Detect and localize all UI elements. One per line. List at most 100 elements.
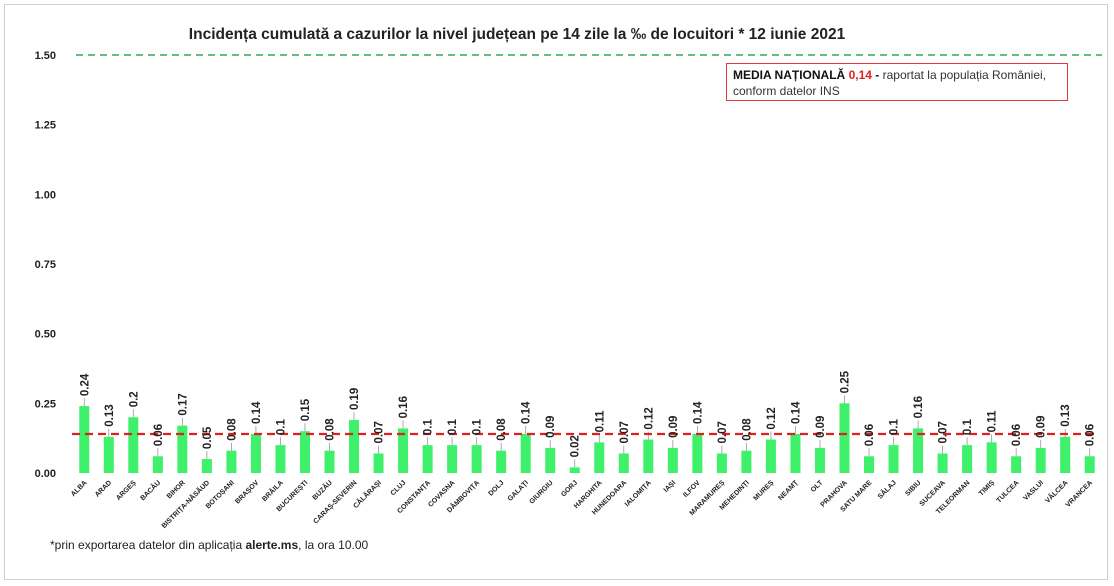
bar [937, 453, 948, 473]
y-tick-label: 1.25 [35, 120, 56, 132]
data-label: 0.1 [423, 419, 435, 436]
bars [79, 395, 1095, 473]
x-tick-label: VRANCEA [1065, 479, 1094, 508]
y-tick-label: 1.50 [35, 50, 56, 62]
bar [177, 425, 188, 473]
data-label: 0.06 [864, 424, 876, 446]
data-label: 0.1 [962, 419, 974, 436]
bar [814, 447, 825, 473]
data-label: 0.07 [938, 421, 950, 443]
bar [888, 445, 899, 473]
x-tick-label: SIBIU [904, 479, 922, 497]
bar [864, 456, 875, 473]
note-text-2: conform datelor INS [733, 84, 840, 98]
data-label: 0.12 [766, 407, 778, 429]
x-tick-label: BRAȘOV [234, 479, 260, 505]
y-tick-label: 1.00 [35, 189, 56, 201]
reference-lines [72, 54, 1102, 436]
bar [962, 445, 973, 473]
data-label: 0.06 [1085, 424, 1097, 446]
data-label: 0.14 [790, 401, 802, 424]
x-tick-label: IAȘI [663, 479, 678, 494]
x-tick-label: TULCEA [996, 479, 1021, 504]
data-label: 0.06 [153, 424, 165, 446]
x-tick-label: VASLUI [1022, 479, 1045, 502]
national-average-note: MEDIA NAȚIONALĂ 0,14 - raportat la popul… [726, 63, 1068, 101]
note-value: 0,14 [848, 68, 872, 82]
x-tick-label: IALOMIȚA [624, 479, 653, 508]
bar [790, 433, 801, 473]
bar [103, 436, 114, 473]
bar [1011, 456, 1022, 473]
x-tick-label: NEAMȚ [777, 479, 800, 502]
data-label: 0.05 [202, 426, 214, 449]
data-label: 0.1 [472, 419, 484, 436]
bar [692, 433, 703, 473]
x-tick-label: CLUJ [390, 479, 408, 497]
x-tick-label: CARAȘ-SEVERIN [313, 479, 359, 525]
data-label: 0.08 [226, 418, 238, 441]
bar [569, 467, 580, 473]
note-dash: - [871, 68, 883, 82]
x-tick-label: TIMIȘ [978, 479, 996, 497]
data-label: 0.1 [447, 419, 459, 436]
data-label: 0.11 [594, 410, 606, 432]
data-label: 0.09 [1036, 416, 1048, 438]
footnote-prefix: *prin exportarea datelor din aplicația [50, 538, 246, 552]
data-label: 0.12 [643, 407, 655, 429]
data-label: 0.15 [300, 398, 312, 421]
y-tick-label: 0.00 [35, 468, 56, 480]
note-text-1: raportat la populația României, [882, 68, 1047, 82]
note-label: MEDIA NAȚIONALĂ [733, 68, 846, 82]
x-tick-label: BACĂU [138, 478, 162, 502]
bar [1060, 436, 1071, 473]
data-label: 0.16 [913, 396, 925, 418]
y-tick-label: 0.50 [35, 329, 56, 341]
bar [275, 445, 286, 473]
bar [496, 450, 507, 473]
data-label: 0.13 [1060, 404, 1072, 426]
x-tick-label: OLT [810, 479, 825, 494]
x-tick-label: BRĂILA [260, 478, 285, 503]
bar [545, 447, 556, 473]
data-label: 0.08 [741, 418, 753, 441]
data-label: 0.09 [545, 416, 557, 438]
footnote: *prin exportarea datelor din aplicația a… [50, 538, 368, 552]
data-label: 0.2 [128, 391, 140, 407]
bar [471, 445, 482, 473]
x-tick-label: ARAD [94, 479, 113, 498]
bar [201, 459, 212, 473]
x-tick-label: BUZĂU [310, 478, 334, 502]
data-label: 0.14 [692, 401, 704, 424]
bar [643, 439, 654, 473]
data-label: 0.14 [251, 401, 263, 424]
data-label: 0.08 [496, 418, 508, 441]
bar [398, 428, 409, 473]
data-label: 0.16 [398, 396, 410, 418]
data-label: 0.19 [349, 388, 361, 410]
data-label: 0.09 [815, 416, 827, 438]
bar [618, 453, 629, 473]
bar [79, 406, 90, 473]
bar [716, 453, 727, 473]
data-label: 0.02 [570, 435, 582, 457]
bar [226, 450, 237, 473]
bar [594, 442, 605, 473]
y-tick-label: 0.75 [35, 259, 56, 271]
bar [1035, 447, 1046, 473]
bar [152, 456, 163, 473]
x-tick-label: GORJ [560, 479, 579, 498]
x-tick-label: ILFOV [682, 479, 702, 499]
x-tick-label: ALBA [70, 479, 89, 498]
data-label: 0.1 [889, 419, 901, 436]
bar [373, 453, 384, 473]
y-tick-label: 0.25 [35, 398, 56, 410]
data-label: 0.07 [717, 421, 729, 443]
bar [324, 450, 335, 473]
data-label: 0.07 [374, 421, 386, 443]
x-tick-label: DOLJ [487, 479, 505, 497]
data-label: 0.09 [668, 416, 680, 438]
bar [447, 445, 458, 473]
bar [250, 433, 261, 473]
